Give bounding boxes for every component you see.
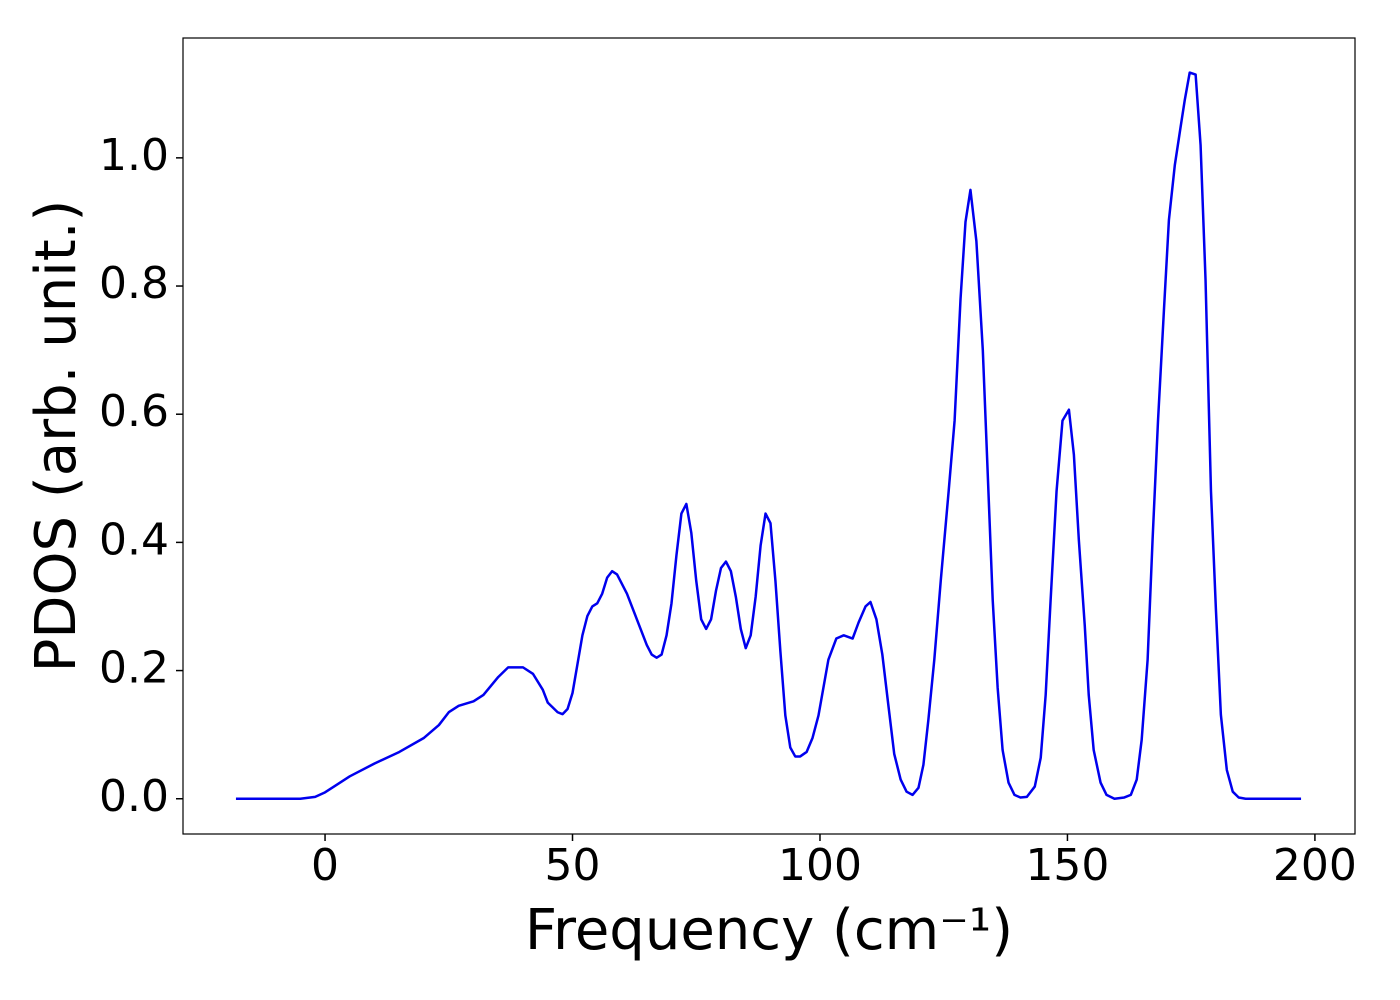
x-tick-label: 150 [1025, 840, 1109, 891]
x-tick-label: 200 [1273, 840, 1357, 891]
y-tick-label: 0.2 [99, 643, 169, 694]
x-axis-label: Frequency (cm⁻¹) [525, 898, 1013, 963]
y-tick-label: 0.8 [99, 258, 169, 309]
x-tick-label: 50 [545, 840, 601, 891]
x-tick-label: 0 [311, 840, 339, 891]
y-axis-label: PDOS (arb. unit.) [24, 200, 89, 673]
y-tick-label: 0.6 [99, 386, 169, 437]
y-tick-label: 0.0 [99, 771, 169, 822]
y-tick-label: 1.0 [99, 130, 169, 181]
line [235, 71, 1302, 800]
x-tick-label: 100 [778, 840, 862, 891]
y-tick-label: 0.4 [99, 514, 169, 565]
plot-frame [182, 37, 1356, 835]
